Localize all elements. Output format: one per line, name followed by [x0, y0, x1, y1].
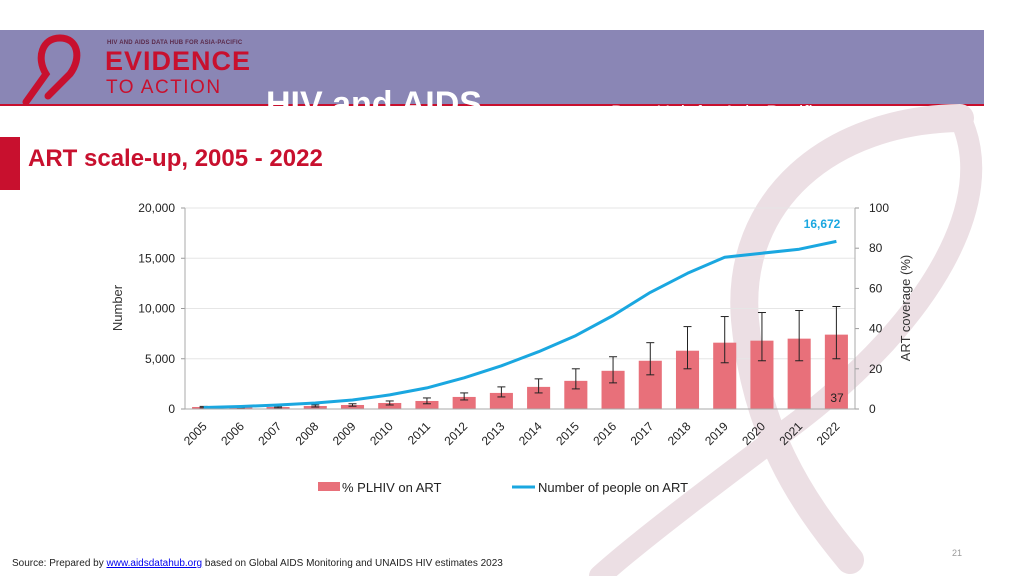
x-tick-label-2006: 2006 [218, 419, 247, 448]
bar-2020 [750, 340, 774, 409]
bar-2016 [601, 370, 625, 409]
x-tick-label-2009: 2009 [330, 419, 359, 448]
source-link[interactable]: www.aidsdatahub.org [106, 558, 203, 569]
left-axis-title: Number [110, 284, 125, 331]
bar-2019 [713, 342, 737, 409]
left-axis-tick-label: 0 [168, 402, 175, 416]
evidence-to-action-logo[interactable]: HIV AND AIDS DATA HUB FOR ASIA-PACIFIC E… [12, 30, 252, 104]
bar-2012 [452, 396, 476, 409]
bar-2010 [378, 402, 402, 409]
x-tick-label-2008: 2008 [293, 419, 322, 448]
x-tick-label-2011: 2011 [405, 419, 433, 447]
left-axis-tick-label: 15,000 [138, 251, 175, 265]
bar-2009 [340, 404, 365, 409]
bar-2011 [415, 400, 439, 409]
right-axis-tick-label: 20 [869, 362, 883, 376]
header-banner: HIV AND AIDS DATA HUB FOR ASIA-PACIFIC E… [0, 30, 984, 124]
section-accent-bar [0, 137, 20, 190]
logo-to-action-text: TO ACTION [106, 77, 222, 98]
left-axis-tick-label: 20,000 [138, 201, 175, 215]
x-tick-label-2013: 2013 [479, 419, 508, 448]
logo-tagline: HIV AND AIDS DATA HUB FOR ASIA-PACIFIC [107, 40, 243, 46]
x-tick-label-2016: 2016 [590, 419, 619, 448]
x-tick-label-2005: 2005 [181, 419, 210, 448]
x-tick-label-2019: 2019 [702, 419, 731, 448]
x-tick-label-2012: 2012 [442, 419, 471, 448]
bar-2018 [675, 350, 700, 409]
page-number: 21 [952, 548, 963, 558]
x-tick-label-2010: 2010 [367, 419, 396, 448]
source-prefix: Source: Prepared by [12, 558, 107, 569]
legend-line-label[interactable]: Number of people on ART [538, 480, 688, 495]
right-axis-tick-label: 60 [869, 281, 883, 295]
x-tick-label-2022: 2022 [814, 419, 843, 448]
bar-last-value-label: 37 [830, 391, 844, 405]
bar-2015 [564, 380, 588, 409]
x-tick-label-2014: 2014 [516, 419, 545, 448]
bar-2022 [824, 334, 848, 409]
bar-2008 [303, 405, 327, 409]
right-axis-tick-label: 80 [869, 241, 883, 255]
left-axis-tick-label: 5,000 [145, 352, 175, 366]
left-axis-tick-label: 10,000 [138, 302, 175, 316]
x-tick-label-2015: 2015 [553, 419, 582, 448]
bar-2014 [527, 386, 551, 409]
source-note: Source: Prepared by www.aidsdatahub.org … [12, 558, 503, 570]
series-line-people-on-art [203, 239, 837, 409]
bar-2021 [787, 338, 811, 409]
red-ribbon-icon [22, 34, 81, 104]
section-title: ART scale-up, 2005 - 2022 [28, 145, 323, 172]
line-last-value-label: 16,672 [804, 217, 841, 231]
source-suffix: based on Global AIDS Monitoring and UNAI… [202, 558, 503, 569]
ribbon-watermark-icon [730, 104, 974, 574]
page-title: HIV and AIDS [266, 85, 482, 123]
bar-2017 [638, 360, 662, 409]
x-tick-label-2017: 2017 [628, 419, 657, 448]
ribbon-watermark-tail [589, 107, 983, 576]
right-axis-tick-label: 40 [869, 322, 883, 336]
bar-2013 [489, 392, 513, 409]
legend-bar-swatch [318, 482, 340, 491]
right-axis-tick-label: 0 [869, 402, 876, 416]
x-tick-label-2007: 2007 [255, 419, 284, 448]
x-tick-label-2018: 2018 [665, 419, 694, 448]
right-axis-title: ART coverage (%) [898, 255, 913, 361]
legend-bar-label[interactable]: % PLHIV on ART [342, 480, 442, 495]
right-axis-tick-label: 100 [869, 201, 889, 215]
logo-evidence-text: EVIDENCE [105, 46, 252, 76]
page-subtitle: Data Hub for Asia-Pacific [611, 103, 823, 124]
